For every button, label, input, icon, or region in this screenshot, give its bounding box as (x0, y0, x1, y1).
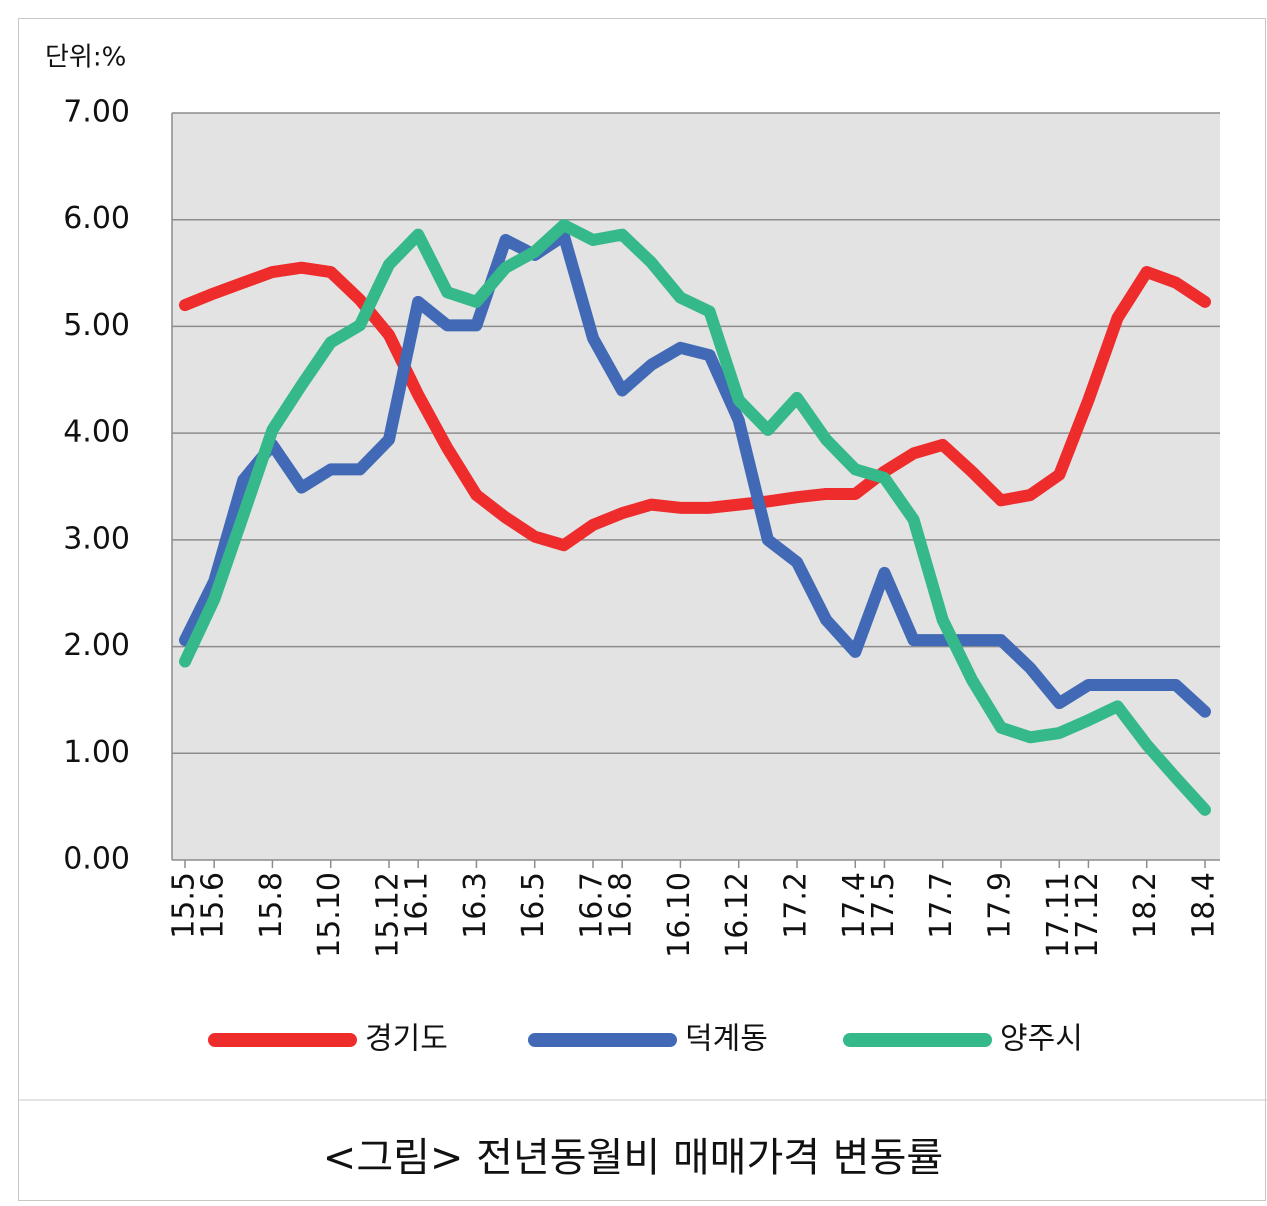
x-tick-label: 17.11 (1041, 872, 1076, 958)
series-line (179, 261, 1211, 552)
plot-area (172, 113, 1220, 860)
series-line (179, 219, 1211, 816)
x-tick-label: 17.9 (983, 872, 1018, 939)
legend-label: 덕계동 (685, 1022, 768, 1057)
legend-label: 양주시 (1000, 1022, 1083, 1057)
x-tick-label: 18.2 (1128, 872, 1163, 939)
series-line (179, 229, 1211, 718)
unit-label: 단위:% (45, 43, 126, 73)
x-tick-label: 17.12 (1070, 872, 1105, 958)
x-tick-label: 15.6 (196, 872, 231, 939)
y-tick-label: 5.00 (63, 308, 130, 343)
x-tick-label: 16.10 (662, 872, 697, 958)
y-tick-label: 7.00 (63, 95, 130, 130)
y-tick-label: 6.00 (63, 201, 130, 236)
x-tick-label: 16.5 (516, 872, 551, 939)
x-tick-label: 16.12 (720, 872, 755, 958)
x-tick-label: 17.5 (866, 872, 901, 939)
x-tick-label: 17.2 (779, 872, 814, 939)
y-tick-label: 1.00 (63, 735, 130, 770)
y-tick-label: 0.00 (63, 842, 130, 877)
x-tick-label: 16.1 (400, 872, 435, 939)
x-tick-label: 15.8 (254, 872, 289, 939)
x-tick-label: 16.3 (458, 872, 493, 939)
x-tick-label: 15.12 (371, 872, 406, 958)
x-tick-label: 17.7 (924, 872, 959, 939)
legend-label: 경기도 (365, 1022, 448, 1057)
x-tick-label: 16.7 (575, 872, 610, 939)
y-tick-label: 2.00 (63, 628, 130, 663)
y-tick-label: 4.00 (63, 415, 130, 450)
x-tick-label: 18.4 (1187, 872, 1222, 939)
x-tick-label: 15.10 (312, 872, 347, 958)
x-tick-label: 15.5 (167, 872, 202, 939)
x-tick-label: 17.4 (837, 872, 872, 939)
y-tick-label: 3.00 (63, 521, 130, 556)
frame (18, 18, 1266, 1201)
chart-title: <그림> 전년동월비 매매가격 변동률 (323, 1135, 943, 1181)
x-tick-label: 16.8 (604, 872, 639, 939)
